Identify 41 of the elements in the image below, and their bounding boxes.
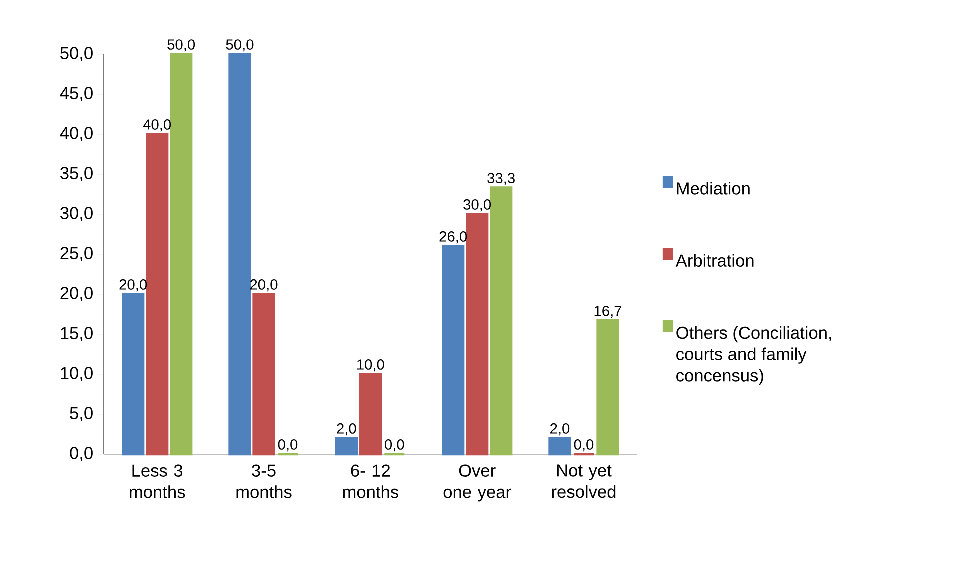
data-label: 50,0 (226, 40, 254, 52)
x-tick-label: Less 3 months (130, 464, 186, 498)
y-tick-label: 10,0 (61, 367, 93, 382)
bar (335, 436, 358, 456)
x-tick-label: 6- 12 months (343, 464, 398, 498)
legend-label: Arbitration (676, 254, 754, 267)
data-label: 0,0 (574, 440, 594, 452)
y-tick-label: 35,0 (60, 167, 93, 182)
x-tick-label: Over one year (444, 464, 512, 502)
y-tick-label: 30,0 (60, 207, 93, 222)
bar (146, 132, 169, 456)
y-tick-label: 0,0 (70, 447, 93, 462)
x-tick-label: 3-5 months (236, 464, 292, 498)
bar (596, 319, 620, 456)
y-tick-label: 45,0 (60, 87, 93, 102)
bar (170, 52, 193, 456)
data-label: 0,0 (385, 440, 404, 452)
data-label: 33,3 (488, 173, 515, 186)
y-tick-label: 5,0 (70, 407, 93, 422)
legend-label: Others (Conciliation, courts and family concensus) (676, 326, 832, 386)
x-tick-label: Not yet resolved (552, 464, 616, 498)
y-tick-label: 15,0 (61, 327, 93, 342)
bar (548, 436, 572, 456)
y-tick-label: 40,0 (60, 127, 93, 142)
data-label: 2,0 (337, 424, 356, 436)
bar (252, 292, 276, 456)
y-tick-label: 25,0 (60, 247, 93, 262)
bar (228, 52, 252, 456)
data-label: 2,0 (550, 424, 570, 436)
bar (442, 244, 465, 456)
data-label: 50,0 (168, 40, 196, 52)
y-tick-label: 20,0 (60, 287, 93, 302)
bar (490, 186, 513, 456)
bar (359, 372, 382, 456)
data-label: 10,0 (358, 360, 384, 372)
data-label: 16,7 (594, 306, 622, 318)
legend-label: Mediation (677, 182, 750, 195)
data-label: 0,0 (278, 440, 298, 452)
y-tick-label: 50,0 (60, 47, 93, 62)
bar (466, 212, 489, 456)
bar (122, 292, 145, 456)
